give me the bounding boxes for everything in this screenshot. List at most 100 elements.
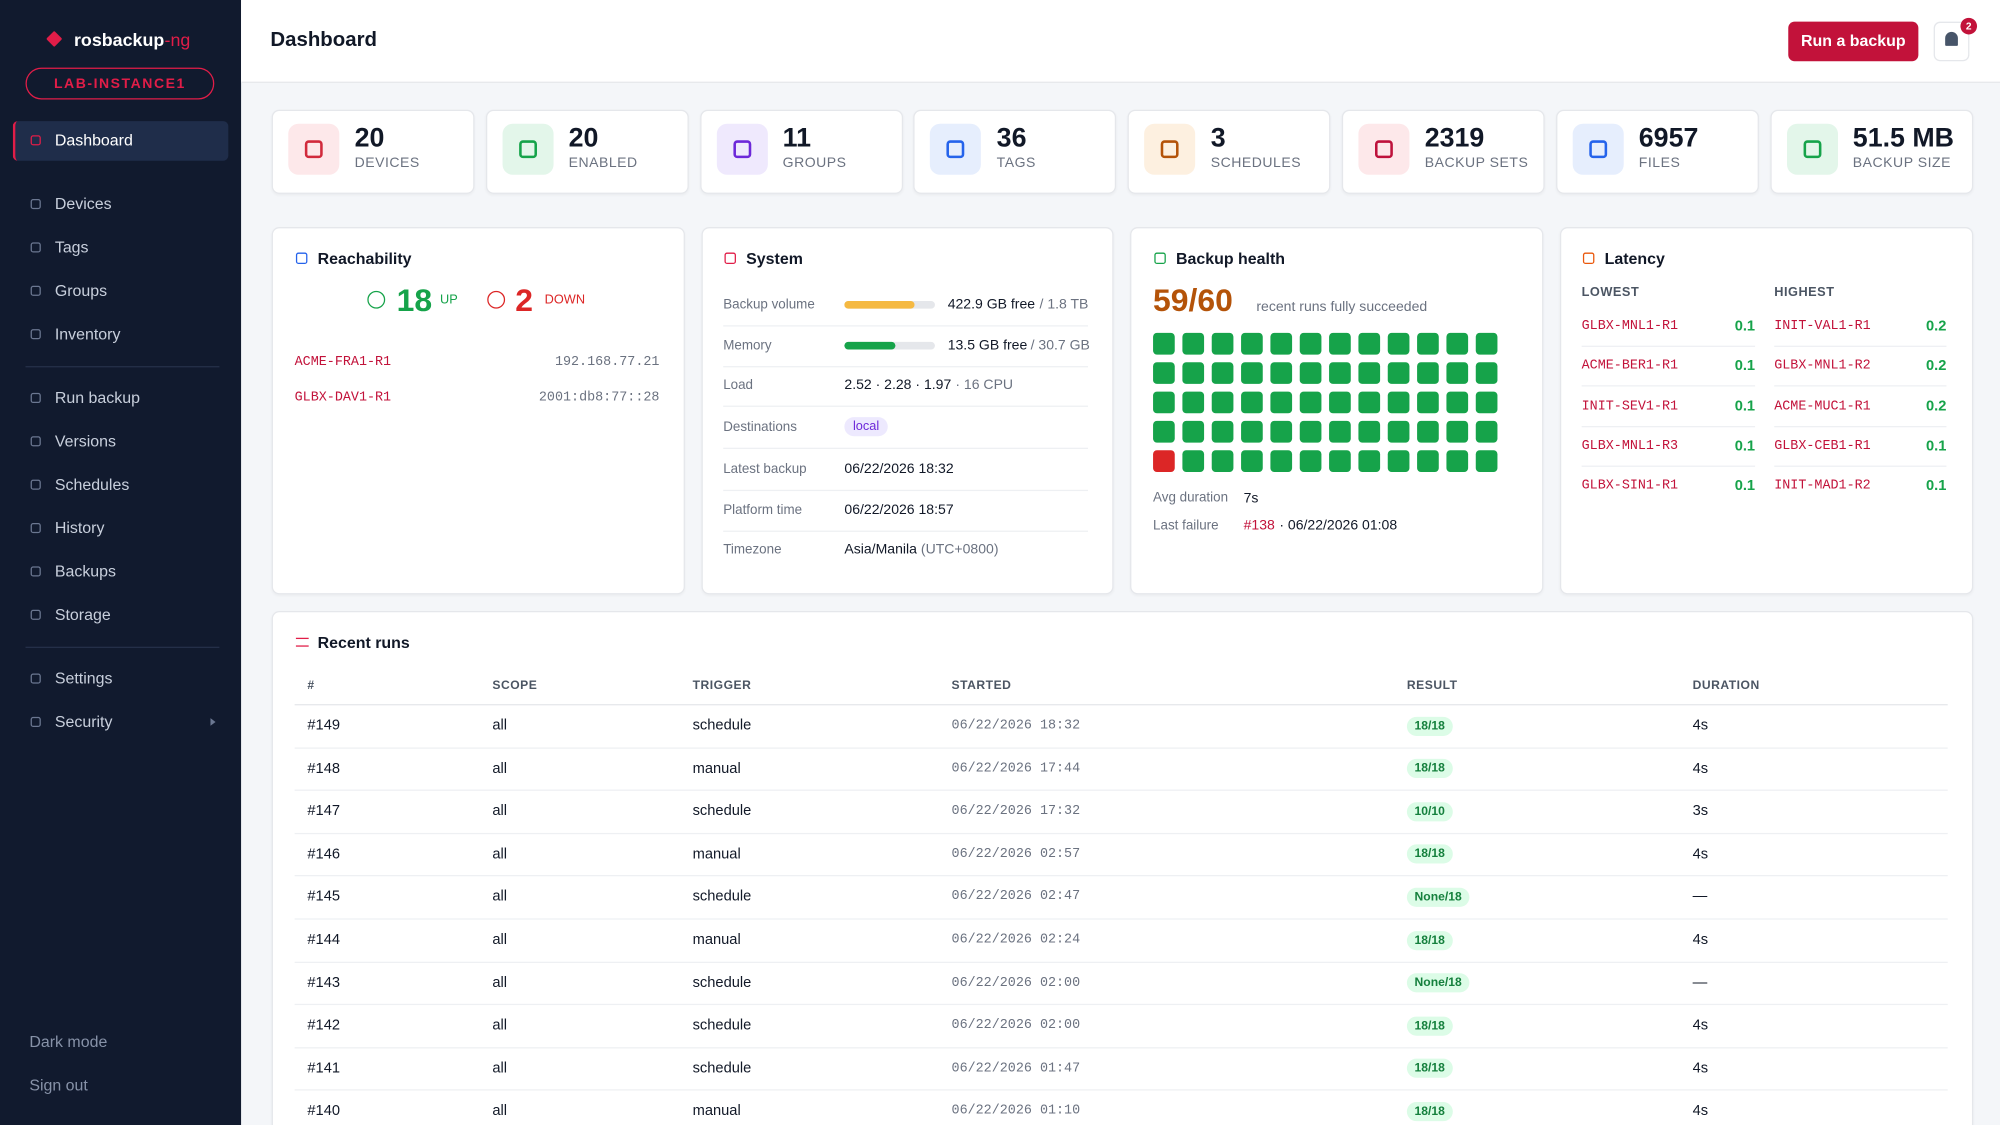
latency-device[interactable]: INIT-SEV1-R1: [1581, 398, 1679, 415]
run-id[interactable]: #140: [307, 1103, 341, 1120]
stat-glyph: [518, 140, 537, 159]
run-cell: [1358, 332, 1381, 355]
system-value: 06/22/2026 18:32: [844, 461, 954, 478]
device-address: 192.168.77.21: [554, 354, 660, 370]
run-cell: [1182, 420, 1205, 443]
stat-value: 11: [782, 123, 811, 154]
system-extra: (UTC+0800): [920, 542, 999, 558]
run-started: 06/22/2026 01:47: [951, 1060, 1081, 1077]
latency-value: 0.1: [1734, 358, 1756, 375]
run-cell: [1153, 391, 1175, 414]
latency-device[interactable]: GLBX-CEB1-R1: [1774, 438, 1871, 454]
header-divider: [294, 704, 1948, 706]
run-cell: [1241, 362, 1263, 384]
nav-item[interactable]: Security: [54, 713, 113, 731]
down-label: DOWN: [544, 293, 586, 308]
failure-run[interactable]: #138: [1243, 517, 1275, 534]
run-id[interactable]: #147: [307, 803, 341, 820]
stat-label: ENABLED: [568, 155, 638, 171]
run-id[interactable]: #143: [307, 975, 341, 991]
run-cell: [1475, 332, 1498, 355]
panel-icon: [724, 252, 736, 265]
run-cell: [1241, 420, 1263, 443]
failure-time: · 06/22/2026 01:08: [1279, 517, 1398, 534]
system-label: Timezone: [723, 542, 782, 558]
stat-icon: [716, 123, 768, 175]
runs-panel: [271, 610, 1974, 1125]
row-divider: [723, 530, 1089, 532]
row-divider: [294, 832, 1948, 834]
run-cell: [1475, 450, 1498, 472]
health-label: Avg duration: [1153, 489, 1229, 506]
sidebar-footer-link[interactable]: Dark mode: [29, 1033, 108, 1052]
nav-item[interactable]: Versions: [54, 432, 117, 451]
run-cell: [1211, 391, 1234, 414]
stat-icon: [1144, 123, 1196, 175]
run-started: 06/22/2026 02:00: [951, 975, 1081, 991]
run-id[interactable]: #144: [307, 932, 341, 948]
notification-badge: [1960, 17, 1978, 35]
run-cell: [1387, 420, 1410, 443]
stat-glyph: [732, 140, 751, 159]
up-label: UP: [440, 293, 458, 308]
nav-item[interactable]: Tags: [54, 238, 89, 257]
run-scope: all: [492, 889, 508, 905]
run-id[interactable]: #149: [307, 718, 341, 734]
latency-device[interactable]: GLBX-SIN1-R1: [1581, 478, 1679, 494]
run-id[interactable]: #142: [307, 1018, 341, 1034]
latency-device[interactable]: ACME-MUC1-R1: [1774, 398, 1871, 415]
panel-title: Backup health: [1176, 249, 1285, 268]
latency-device[interactable]: INIT-VAL1-R1: [1774, 318, 1871, 335]
run-cell: [1270, 391, 1293, 414]
nav-icon: [30, 673, 41, 684]
nav-item[interactable]: Run backup: [54, 389, 140, 407]
brand-name: rosbackup: [73, 29, 165, 50]
latency-device[interactable]: GLBX-MNL1-R3: [1581, 438, 1679, 454]
latency-device[interactable]: GLBX-MNL1-R1: [1581, 318, 1679, 335]
run-cell: [1475, 362, 1498, 384]
row-divider: [294, 746, 1948, 749]
sidebar-footer-link[interactable]: Sign out: [29, 1076, 88, 1095]
run-cell: [1417, 362, 1439, 384]
run-cell: [1387, 332, 1410, 355]
stat-value: 51.5 MB: [1852, 123, 1955, 154]
nav-item[interactable]: Devices: [54, 195, 112, 214]
latency-device[interactable]: ACME-BER1-R1: [1581, 358, 1679, 375]
run-id[interactable]: #146: [307, 846, 341, 862]
nav-item[interactable]: Settings: [54, 669, 113, 688]
nav-item[interactable]: History: [54, 519, 105, 537]
nav-item[interactable]: Inventory: [54, 325, 121, 344]
run-cell: [1417, 450, 1439, 472]
run-button-label[interactable]: Run a backup: [1801, 31, 1906, 50]
nav-item[interactable]: Dashboard: [54, 131, 133, 150]
nav-icon: [30, 609, 41, 620]
run-cell: [1211, 362, 1234, 384]
run-cell: [1329, 420, 1351, 443]
run-cell: [1270, 450, 1293, 472]
run-cell: [1299, 362, 1322, 384]
page-title: Dashboard: [270, 29, 378, 52]
health-label: Last failure: [1153, 517, 1219, 534]
system-label: Memory: [723, 338, 772, 354]
latency-device[interactable]: INIT-MAD1-R2: [1774, 478, 1871, 494]
run-id[interactable]: #141: [307, 1060, 341, 1077]
run-scope: all: [492, 718, 508, 734]
nav-item[interactable]: Storage: [54, 605, 111, 624]
result-pill: None/18: [1406, 973, 1470, 993]
nav-item[interactable]: Groups: [54, 281, 108, 300]
bell-icon: [1945, 31, 1958, 46]
latency-value: 0.1: [1734, 398, 1756, 415]
run-cell: [1329, 362, 1351, 384]
nav-item[interactable]: Backups: [54, 562, 117, 581]
system-label: Load: [723, 377, 754, 393]
stat-label: TAGS: [996, 155, 1036, 171]
stat-glyph: [304, 140, 323, 159]
latency-device[interactable]: GLBX-MNL1-R2: [1774, 358, 1871, 375]
run-duration: 4s: [1692, 1060, 1709, 1077]
nav-item[interactable]: Schedules: [54, 475, 130, 494]
run-id[interactable]: #145: [307, 889, 341, 905]
run-id[interactable]: #148: [307, 760, 341, 777]
result-pill: 18/18: [1406, 844, 1453, 864]
run-duration: —: [1692, 889, 1708, 905]
run-cell: [1153, 450, 1175, 472]
